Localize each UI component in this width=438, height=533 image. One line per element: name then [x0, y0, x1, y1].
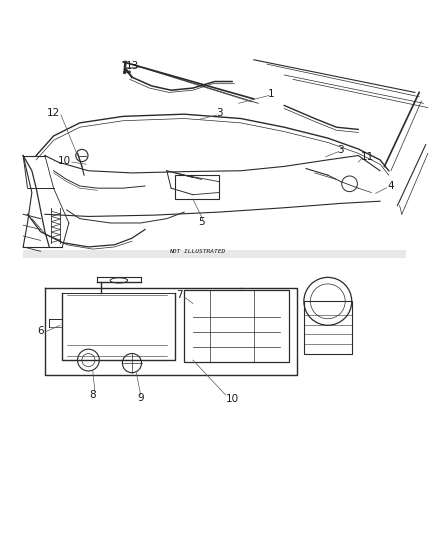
Text: 12: 12 [47, 108, 60, 118]
Text: 8: 8 [89, 390, 96, 400]
Bar [184, 290, 289, 362]
Text: NOT ILLUSTRATED: NOT ILLUSTRATED [169, 249, 226, 254]
Text: 4: 4 [388, 181, 394, 191]
Text: 9: 9 [138, 393, 144, 403]
Text: 3: 3 [215, 108, 223, 118]
Text: 1: 1 [268, 88, 275, 99]
Text: 7: 7 [177, 290, 183, 300]
Bar [23, 250, 406, 258]
Text: 11: 11 [360, 152, 374, 162]
Text: 6: 6 [37, 326, 44, 336]
Text: 10: 10 [226, 394, 239, 404]
Bar [304, 301, 352, 353]
Text: 3: 3 [338, 145, 344, 155]
Text: 10: 10 [58, 156, 71, 166]
Bar [176, 175, 219, 199]
Text: 13: 13 [125, 61, 138, 71]
Text: 5: 5 [198, 217, 205, 227]
